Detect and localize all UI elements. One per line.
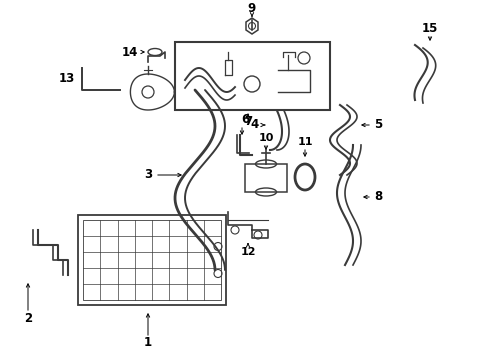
Bar [244,164,286,192]
Bar [175,42,329,110]
Text: 10: 10 [258,133,273,143]
Text: 8: 8 [373,190,381,203]
Text: 2: 2 [24,311,32,324]
Text: 3: 3 [143,168,152,181]
Text: 14: 14 [122,45,138,58]
Text: 7: 7 [244,116,251,129]
Text: 9: 9 [247,1,256,14]
Bar [83,220,221,300]
Text: 5: 5 [373,118,381,131]
Text: 12: 12 [240,247,255,257]
Text: 6: 6 [241,113,248,126]
Text: 1: 1 [143,337,152,350]
Text: 11: 11 [297,137,312,147]
Text: 4: 4 [250,118,259,131]
Bar [78,215,225,305]
Text: 13: 13 [59,72,75,85]
Text: 15: 15 [421,22,437,35]
